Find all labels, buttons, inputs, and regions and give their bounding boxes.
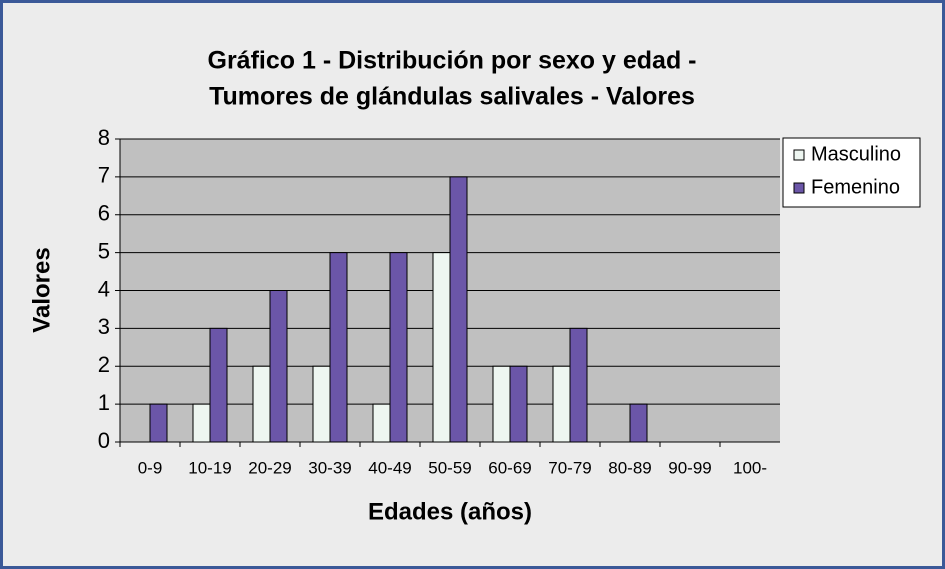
y-tick-label: 6 [98, 201, 110, 226]
bar [389, 252, 408, 443]
bar [269, 290, 288, 443]
bar [149, 403, 168, 443]
bar [449, 176, 468, 443]
bar [252, 365, 271, 443]
bar [432, 252, 451, 443]
x-tick-label: 30-39 [308, 458, 351, 477]
x-tick-label: 80-89 [608, 458, 651, 477]
x-tick-label: 40-49 [368, 458, 411, 477]
bar [509, 365, 528, 443]
bar [209, 327, 228, 443]
x-tick-label: 70-79 [548, 458, 591, 477]
legend-swatch [793, 182, 805, 194]
y-tick-label: 5 [98, 238, 110, 263]
legend-swatch [793, 149, 805, 161]
bar [312, 365, 331, 443]
bar [552, 365, 571, 443]
legend [782, 137, 921, 208]
y-tick-label: 1 [98, 390, 110, 415]
x-axis-title: Edades (años) [368, 498, 532, 525]
y-tick-label: 8 [98, 125, 110, 150]
x-tick-label: 100- [733, 458, 767, 477]
bar [329, 252, 348, 443]
bar [492, 365, 511, 443]
chart-title: Tumores de glándulas salivales - Valores [209, 83, 695, 111]
y-tick-label: 3 [98, 314, 110, 339]
chart-title: Gráfico 1 - Distribución por sexo y edad… [208, 47, 697, 75]
x-tick-label: 20-29 [248, 458, 291, 477]
bar [192, 403, 211, 443]
x-tick-label: 50-59 [428, 458, 471, 477]
y-axis-title: Valores [28, 247, 55, 332]
x-tick-label: 0-9 [138, 458, 163, 477]
y-tick-label: 0 [98, 428, 110, 453]
y-tick-label: 4 [98, 276, 110, 301]
x-tick-label: 90-99 [668, 458, 711, 477]
legend-label: Femenino [811, 176, 900, 198]
legend-label: Masculino [811, 143, 901, 165]
y-tick-label: 2 [98, 352, 110, 377]
x-tick-label: 60-69 [488, 458, 531, 477]
y-tick-label: 7 [98, 163, 110, 188]
bar [569, 327, 588, 443]
x-tick-label: 10-19 [188, 458, 231, 477]
bar [629, 403, 648, 443]
bar [372, 403, 391, 443]
